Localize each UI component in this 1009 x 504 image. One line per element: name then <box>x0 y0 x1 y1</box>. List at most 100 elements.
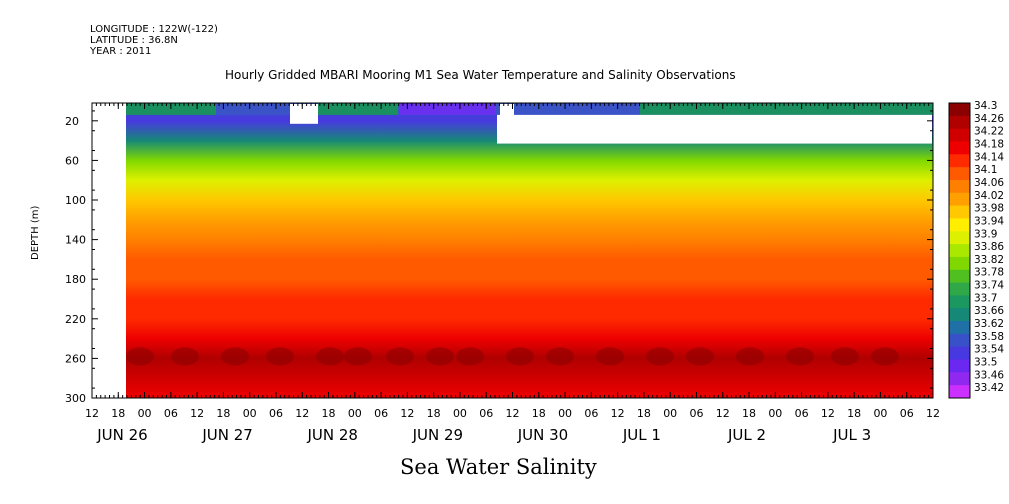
colorbar-label: 34.26 <box>974 113 1004 125</box>
x-hour-label: 18 <box>637 407 651 420</box>
deep-maximum <box>871 347 899 366</box>
colorbar-label: 33.42 <box>974 382 1004 394</box>
colorbar-swatch <box>949 167 970 181</box>
colorbar-label: 33.58 <box>974 331 1004 343</box>
x-day-label: JUN 27 <box>201 426 252 444</box>
colorbar-label: 33.98 <box>974 203 1004 215</box>
metadata-block: LONGITUDE : 122W(-122) LATITUDE : 36.8N … <box>90 24 218 57</box>
missing-data-gap <box>500 104 514 116</box>
x-day-label: JUL 3 <box>832 426 871 444</box>
colorbar-swatch <box>949 333 970 348</box>
missing-data-gap <box>290 104 318 124</box>
colorbar-swatch <box>949 385 970 399</box>
colorbar-swatch <box>949 192 970 207</box>
colorbar-label: 33.7 <box>974 292 997 304</box>
colorbar-swatch <box>949 128 970 142</box>
missing-data-left <box>93 104 126 397</box>
deep-maximum <box>546 347 574 366</box>
x-hour-label: 06 <box>164 407 178 420</box>
colorbar-label: 34.1 <box>974 164 997 176</box>
x-hour-label: 06 <box>374 407 388 420</box>
deep-maximum <box>736 347 764 366</box>
x-hour-label: 12 <box>295 407 309 420</box>
colorbar-swatch <box>949 179 970 194</box>
colorbar-label: 33.66 <box>974 305 1004 317</box>
surface-band-segment <box>640 103 933 115</box>
latitude-label: LATITUDE : 36.8N <box>90 35 178 46</box>
surface-band <box>126 103 933 115</box>
colorbar-label: 34.14 <box>974 151 1004 163</box>
colorbar-swatch <box>949 218 970 232</box>
colorbar-swatch <box>949 359 970 373</box>
colorbar-swatch <box>949 282 970 296</box>
x-day-label: JUL 1 <box>622 426 661 444</box>
colorbar-swatch <box>949 269 970 284</box>
deep-maximum <box>316 347 344 366</box>
colorbar-swatch <box>949 103 970 117</box>
x-hour-label: 00 <box>348 407 362 420</box>
plot-border <box>91 102 934 399</box>
x-hour-label: 00 <box>138 407 152 420</box>
surface-band-segment <box>318 103 398 115</box>
colorbar-border <box>948 102 971 399</box>
x-hour-label: 06 <box>689 407 703 420</box>
x-hour-label: 18 <box>847 407 861 420</box>
x-hour-label: 00 <box>768 407 782 420</box>
chart-title: Hourly Gridded MBARI Mooring M1 Sea Wate… <box>225 68 736 82</box>
deep-maximum <box>426 347 454 366</box>
x-hour-label: 12 <box>611 407 625 420</box>
x-hour-label: 18 <box>532 407 546 420</box>
colorbar-label: 33.86 <box>974 241 1004 253</box>
y-tick-label: 300 <box>65 392 86 405</box>
x-hour-label: 18 <box>742 407 756 420</box>
x-hour-label: 00 <box>558 407 572 420</box>
colorbar-label: 34.3 <box>974 100 997 112</box>
y-tick-label: 180 <box>65 273 86 286</box>
year-label: YEAR : 2011 <box>90 46 152 57</box>
deep-maximum <box>386 347 414 366</box>
colorbar-label: 33.54 <box>974 344 1004 356</box>
deep-maximum <box>171 347 199 366</box>
colorbar-swatch <box>949 321 970 335</box>
variable-title: Sea Water Salinity <box>400 455 597 479</box>
colorbar-label: 33.5 <box>974 357 997 369</box>
missing-data-mask <box>93 104 932 397</box>
colorbar-label: 33.94 <box>974 215 1004 227</box>
y-tick-label: 220 <box>65 313 86 326</box>
x-day-label: JUN 28 <box>306 426 357 444</box>
colorbar-label: 34.22 <box>974 126 1004 138</box>
y-tick-label: 60 <box>65 154 79 167</box>
colorbar-label: 33.78 <box>974 267 1004 279</box>
colorbar-swatch <box>949 205 970 219</box>
colorbar-swatch <box>949 308 970 322</box>
x-hour-label: 00 <box>873 407 887 420</box>
colorbar-label: 34.18 <box>974 138 1004 150</box>
colorbar: 34.334.2634.2234.1834.1434.134.0634.0233… <box>948 100 1004 399</box>
x-hour-label: 12 <box>506 407 520 420</box>
x-hour-label: 06 <box>269 407 283 420</box>
plot-axes: 20 60 100 140 180 220 260 300 12 18 00 06 12 18 00 06 12… <box>65 102 940 444</box>
colorbar-swatch <box>949 231 970 245</box>
colorbar-label: 34.02 <box>974 190 1004 202</box>
colorbar-label: 33.62 <box>974 318 1004 330</box>
deep-maximum <box>126 347 154 366</box>
missing-data-gap <box>497 114 932 144</box>
deep-maximum <box>831 347 859 366</box>
x-day-label: JUN 30 <box>517 426 568 444</box>
deep-maximum <box>686 347 714 366</box>
x-hour-label: 12 <box>926 407 940 420</box>
x-hour-label: 12 <box>85 407 99 420</box>
deep-maximum <box>596 347 624 366</box>
x-hour-label: 00 <box>663 407 677 420</box>
colorbar-swatch <box>949 295 970 309</box>
x-day-label: JUN 29 <box>412 426 463 444</box>
x-hour-label: 06 <box>584 407 598 420</box>
x-hour-label: 18 <box>216 407 230 420</box>
deep-maximum <box>786 347 814 366</box>
x-hour-label: 00 <box>453 407 467 420</box>
colorbar-label: 33.82 <box>974 254 1004 266</box>
y-tick-label: 20 <box>65 115 79 128</box>
colorbar-swatch <box>949 115 970 130</box>
colorbar-swatch <box>949 346 970 361</box>
